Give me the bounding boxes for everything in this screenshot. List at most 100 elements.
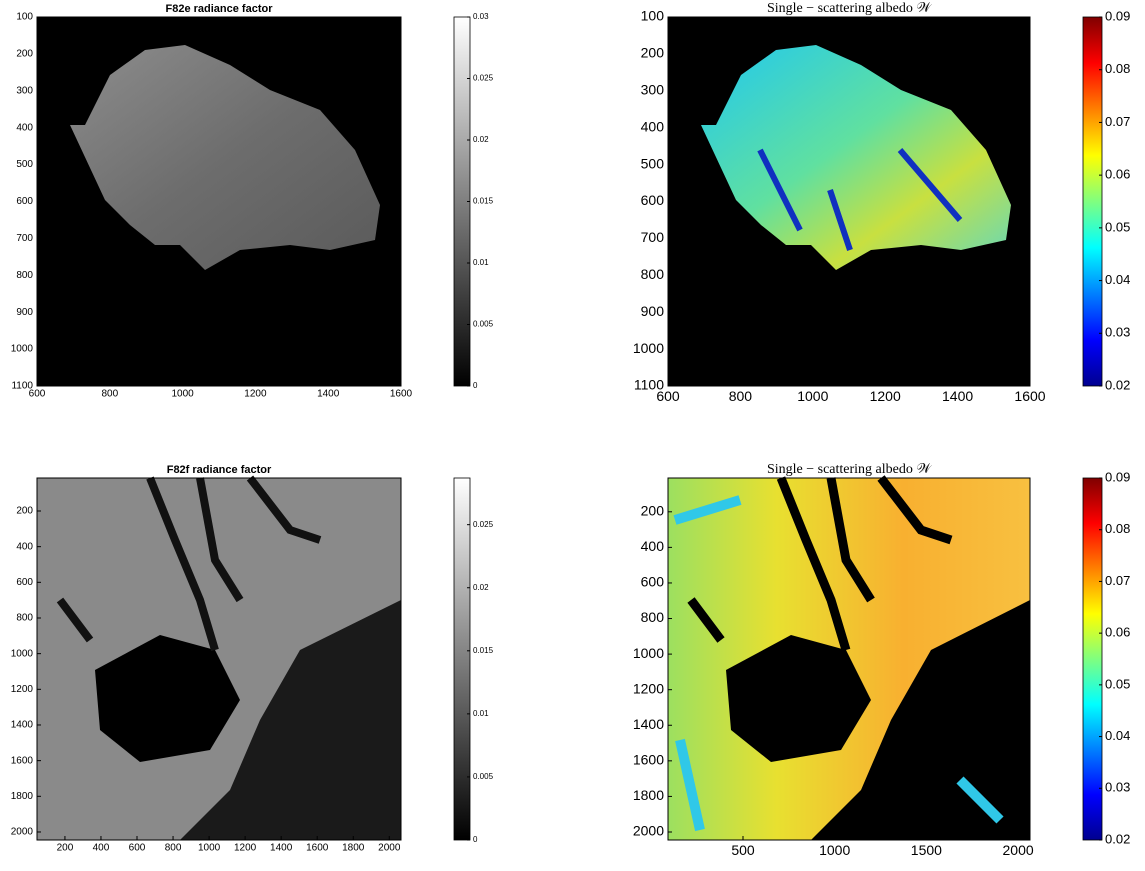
y-tick-label: 200: [641, 45, 665, 61]
colorbar-tick-label: 0.06: [1105, 167, 1130, 182]
x-tick-label: 400: [93, 843, 110, 854]
colorbar-tick-label: 0.07: [1105, 573, 1130, 588]
y-tick-label: 200: [16, 49, 33, 60]
axes-frame: [36, 477, 402, 841]
y-tick-label: 900: [641, 303, 665, 319]
colorbar-tick-label: 0.05: [1105, 676, 1130, 691]
comet-image: [70, 45, 380, 270]
shadow-ridge: [687, 475, 953, 652]
x-tick-label: 800: [729, 388, 753, 404]
albedo-detail: [673, 495, 1004, 832]
colorbar-tick-label: 0.03: [1105, 780, 1130, 795]
colorbar-tick-label: 0.06: [1105, 625, 1130, 640]
y-tick-label: 1100: [634, 377, 664, 393]
x-tick-label: 1500: [911, 842, 942, 858]
x-tick-label: 1200: [234, 843, 257, 854]
x-tick-label: 1000: [819, 842, 850, 858]
chart-title: Single − scattering albedo 𝒲: [767, 462, 932, 477]
y-tick-label: 1400: [633, 716, 664, 732]
colorbar-tick-label: 0.08: [1105, 61, 1130, 76]
y-tick-label: 800: [16, 613, 33, 624]
x-tick-label: 600: [129, 843, 146, 854]
axes-frame: [667, 477, 1031, 841]
y-tick-label: 400: [16, 541, 33, 552]
chart-title: F82f radiance factor: [167, 464, 272, 476]
colorbar-tick-label: 0.025: [473, 74, 494, 83]
x-tick-label: 1400: [270, 843, 293, 854]
y-tick-label: 200: [16, 506, 33, 517]
y-tick-label: 500: [16, 159, 33, 170]
y-tick-label: 1200: [11, 684, 34, 695]
x-tick-label: 1000: [797, 388, 828, 404]
colorbar-tick-label: 0.09: [1105, 469, 1130, 484]
y-tick-label: 800: [16, 270, 33, 281]
shadow: [811, 600, 1030, 840]
colorbar-tick-label: 0: [473, 381, 478, 390]
y-tick-label: 900: [16, 307, 33, 318]
y-tick-label: 700: [16, 233, 33, 244]
y-tick-label: 1000: [11, 648, 34, 659]
x-tick-label: 1200: [244, 389, 267, 400]
colorbar-tick-label: 0.07: [1105, 114, 1130, 129]
y-tick-label: 300: [16, 85, 33, 96]
colorbar: [453, 477, 471, 841]
colorbar-tick-label: 0.025: [473, 520, 494, 529]
colorbar-tick-label: 0.015: [473, 646, 494, 655]
colorbar-tick-label: 0.02: [1105, 831, 1130, 846]
colorbar-tick-label: 0.03: [1105, 325, 1130, 340]
y-tick-label: 1000: [633, 340, 664, 356]
colorbar-tick-label: 0.02: [473, 583, 489, 592]
y-tick-label: 400: [16, 122, 33, 133]
y-tick-label: 400: [641, 118, 665, 134]
shadow: [726, 635, 871, 762]
x-tick-label: 1000: [198, 843, 221, 854]
colorbar-tick-label: 0.015: [473, 197, 494, 206]
y-tick-label: 800: [641, 609, 665, 625]
colorbar: [1082, 16, 1103, 387]
shadow: [180, 600, 401, 840]
images: [37, 17, 1030, 840]
y-tick-label: 300: [641, 82, 665, 98]
x-tick-label: 2000: [1003, 842, 1034, 858]
x-tick-label: 200: [57, 843, 74, 854]
colorbar-tick-label: 0.01: [473, 709, 489, 718]
colorbar: [1082, 477, 1103, 841]
x-tick-label: 1400: [317, 389, 340, 400]
y-tick-label: 1800: [633, 787, 664, 803]
y-tick-label: 1200: [633, 680, 664, 696]
shadow-ridge: [56, 475, 322, 652]
y-tick-label: 1000: [11, 344, 34, 355]
x-tick-label: 600: [29, 389, 46, 400]
colorbar-tick-label: 0.005: [473, 320, 494, 329]
colorbar-tick-label: 0.02: [473, 135, 489, 144]
y-tick-label: 600: [641, 574, 665, 590]
y-tick-label: 600: [16, 577, 33, 588]
y-tick-label: 1400: [11, 720, 34, 731]
x-tick-label: 500: [731, 842, 755, 858]
y-tick-label: 600: [641, 192, 665, 208]
y-tick-label: 1800: [11, 791, 34, 802]
albedo-detail: [757, 148, 963, 251]
x-tick-label: 800: [165, 843, 182, 854]
colorbar-tick-label: 0.08: [1105, 521, 1130, 536]
x-tick-label: 1400: [942, 388, 973, 404]
y-tick-label: 500: [641, 155, 665, 171]
x-tick-label: 1800: [342, 843, 365, 854]
chart-title: Single − scattering albedo 𝒲: [767, 1, 932, 16]
colorbar-tick-label: 0.09: [1105, 8, 1130, 23]
colorbar-tick-label: 0.005: [473, 772, 494, 781]
y-tick-label: 800: [641, 266, 665, 282]
y-tick-label: 700: [641, 229, 665, 245]
colorbar-tick-label: 0.04: [1105, 728, 1130, 743]
colorbar-tick-label: 0.02: [1105, 377, 1130, 392]
x-tick-label: 1000: [171, 389, 194, 400]
y-tick-label: 2000: [633, 823, 664, 839]
albedo-image: [701, 45, 1011, 270]
shadow: [95, 635, 240, 762]
x-tick-label: 1600: [306, 843, 329, 854]
y-tick-label: 100: [16, 12, 33, 23]
y-tick-label: 1600: [633, 752, 664, 768]
colorbar-tick-label: 0.04: [1105, 272, 1130, 287]
y-tick-label: 200: [641, 503, 665, 519]
